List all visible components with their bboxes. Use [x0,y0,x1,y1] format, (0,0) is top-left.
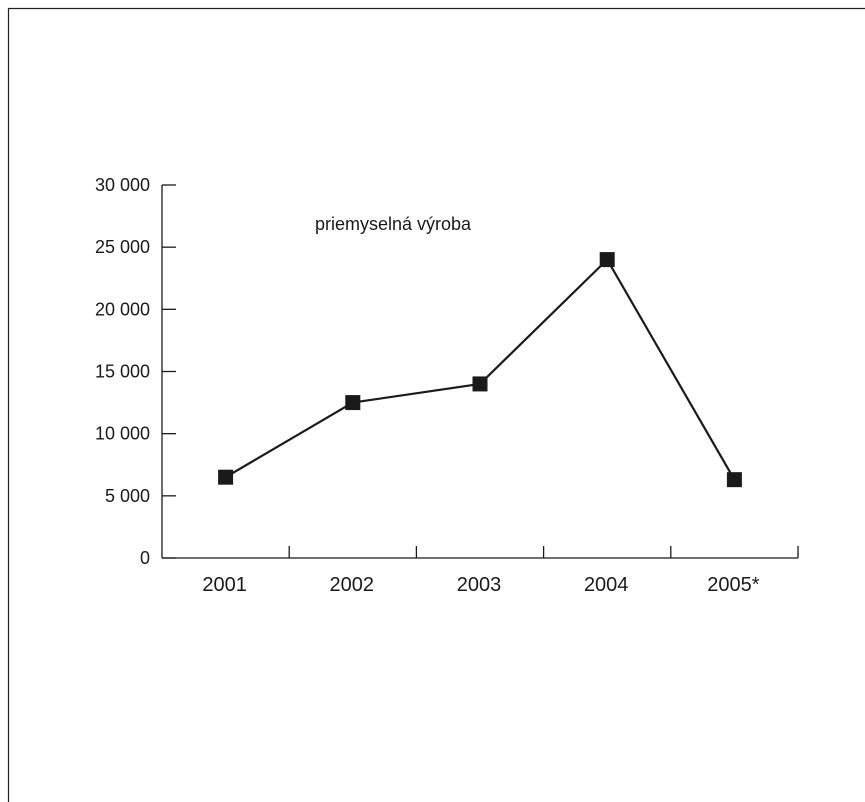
axes [161,185,798,559]
x-tick-label: 2002 [330,574,375,596]
y-tick-label: 5 000 [105,486,150,506]
series-line [225,257,736,481]
series-markers [218,252,742,488]
y-tick-label: 25 000 [95,237,150,257]
x-tick-label: 2004 [584,574,629,596]
y-axis-ticks: 0 5 000 10 000 15 000 20 000 25 000 30 000 [95,175,176,568]
data-point-marker [218,469,234,485]
data-point-marker [345,395,361,411]
series-label: priemyselná výroba [315,214,472,234]
y-tick-label: 15 000 [95,362,150,382]
x-tick-label: 2005* [707,574,759,596]
y-tick-label: 0 [140,548,150,568]
y-tick-label: 30 000 [95,175,150,195]
series-line-group [225,257,736,481]
y-tick-label: 10 000 [95,424,150,444]
x-axis-ticks: 2001 2002 2003 2004 2005* [202,546,799,596]
data-point-marker [472,376,488,392]
data-point-marker [599,252,615,268]
x-tick-label: 2003 [457,574,502,596]
y-tick-label: 20 000 [95,299,150,319]
x-tick-label: 2001 [202,574,247,596]
data-point-marker [726,472,742,488]
